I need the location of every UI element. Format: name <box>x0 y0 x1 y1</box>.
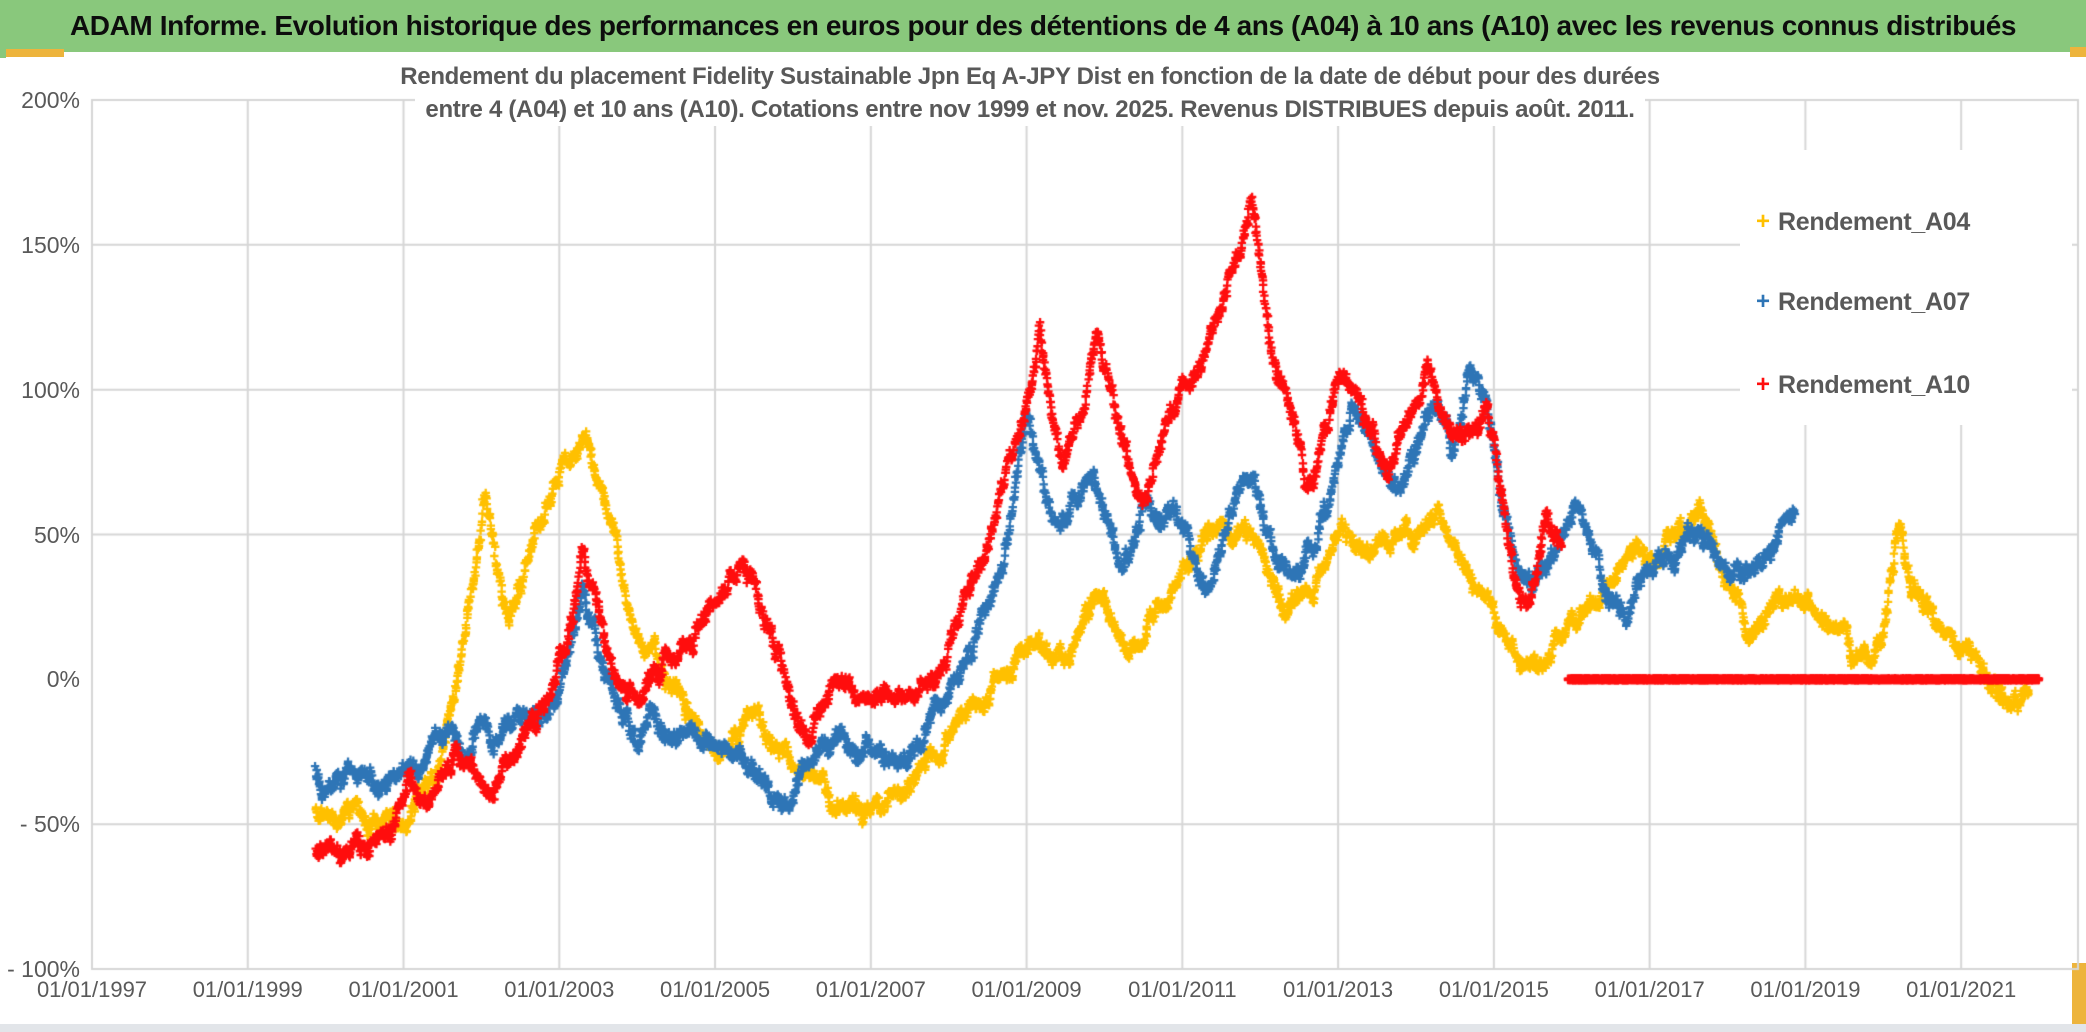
chart-title: Rendement du placement Fidelity Sustaina… <box>250 60 1810 126</box>
chart-title-line2: entre 4 (A04) et 10 ans (A10). Cotations… <box>415 93 1645 126</box>
y-axis-label: - 50% <box>19 811 80 838</box>
plus-marker-icon: + <box>1755 208 1770 235</box>
x-axis-label: 01/01/2013 <box>1283 977 1394 1002</box>
y-axis-label: 150% <box>21 231 80 258</box>
y-axis-label: 200% <box>21 87 80 113</box>
x-axis-label: 01/01/2015 <box>1438 977 1549 1002</box>
x-axis-label: 01/01/2009 <box>971 977 1082 1002</box>
legend-item-rendement_a07[interactable]: + Rendement_A07 <box>1748 285 1970 319</box>
x-axis-label: 01/01/2011 <box>1128 977 1237 1002</box>
y-axis-label: 0% <box>46 666 80 693</box>
x-axis-label: 01/01/2001 <box>348 977 459 1002</box>
legend-background <box>1740 150 2072 425</box>
legend-label: Rendement_A04 <box>1778 207 1970 236</box>
x-axis-label: 01/01/2019 <box>1750 977 1861 1002</box>
chart-title-line1: Rendement du placement Fidelity Sustaina… <box>390 60 1670 93</box>
legend-item-rendement_a10[interactable]: + Rendement_A10 <box>1748 368 1970 402</box>
y-axis-label: - 100% <box>7 956 80 982</box>
y-axis-label: 50% <box>33 521 80 548</box>
x-axis-label: 01/01/2007 <box>815 977 926 1002</box>
x-axis-label: 01/01/2021 <box>1906 977 2017 1002</box>
legend-item-rendement_a04[interactable]: + Rendement_A04 <box>1748 205 1970 239</box>
x-axis-label: 01/01/2003 <box>504 977 615 1002</box>
plus-marker-icon: + <box>1755 371 1770 398</box>
plus-marker-icon: + <box>1755 288 1770 315</box>
legend-label: Rendement_A07 <box>1778 287 1970 316</box>
y-axis-label: 100% <box>21 376 80 403</box>
x-axis-label: 01/01/2005 <box>659 977 771 1002</box>
x-axis-label: 01/01/2017 <box>1594 977 1705 1002</box>
x-axis-label: 01/01/1997 <box>36 977 148 1002</box>
legend-label: Rendement_A10 <box>1778 370 1970 399</box>
x-axis-label: 01/01/1999 <box>192 977 303 1002</box>
